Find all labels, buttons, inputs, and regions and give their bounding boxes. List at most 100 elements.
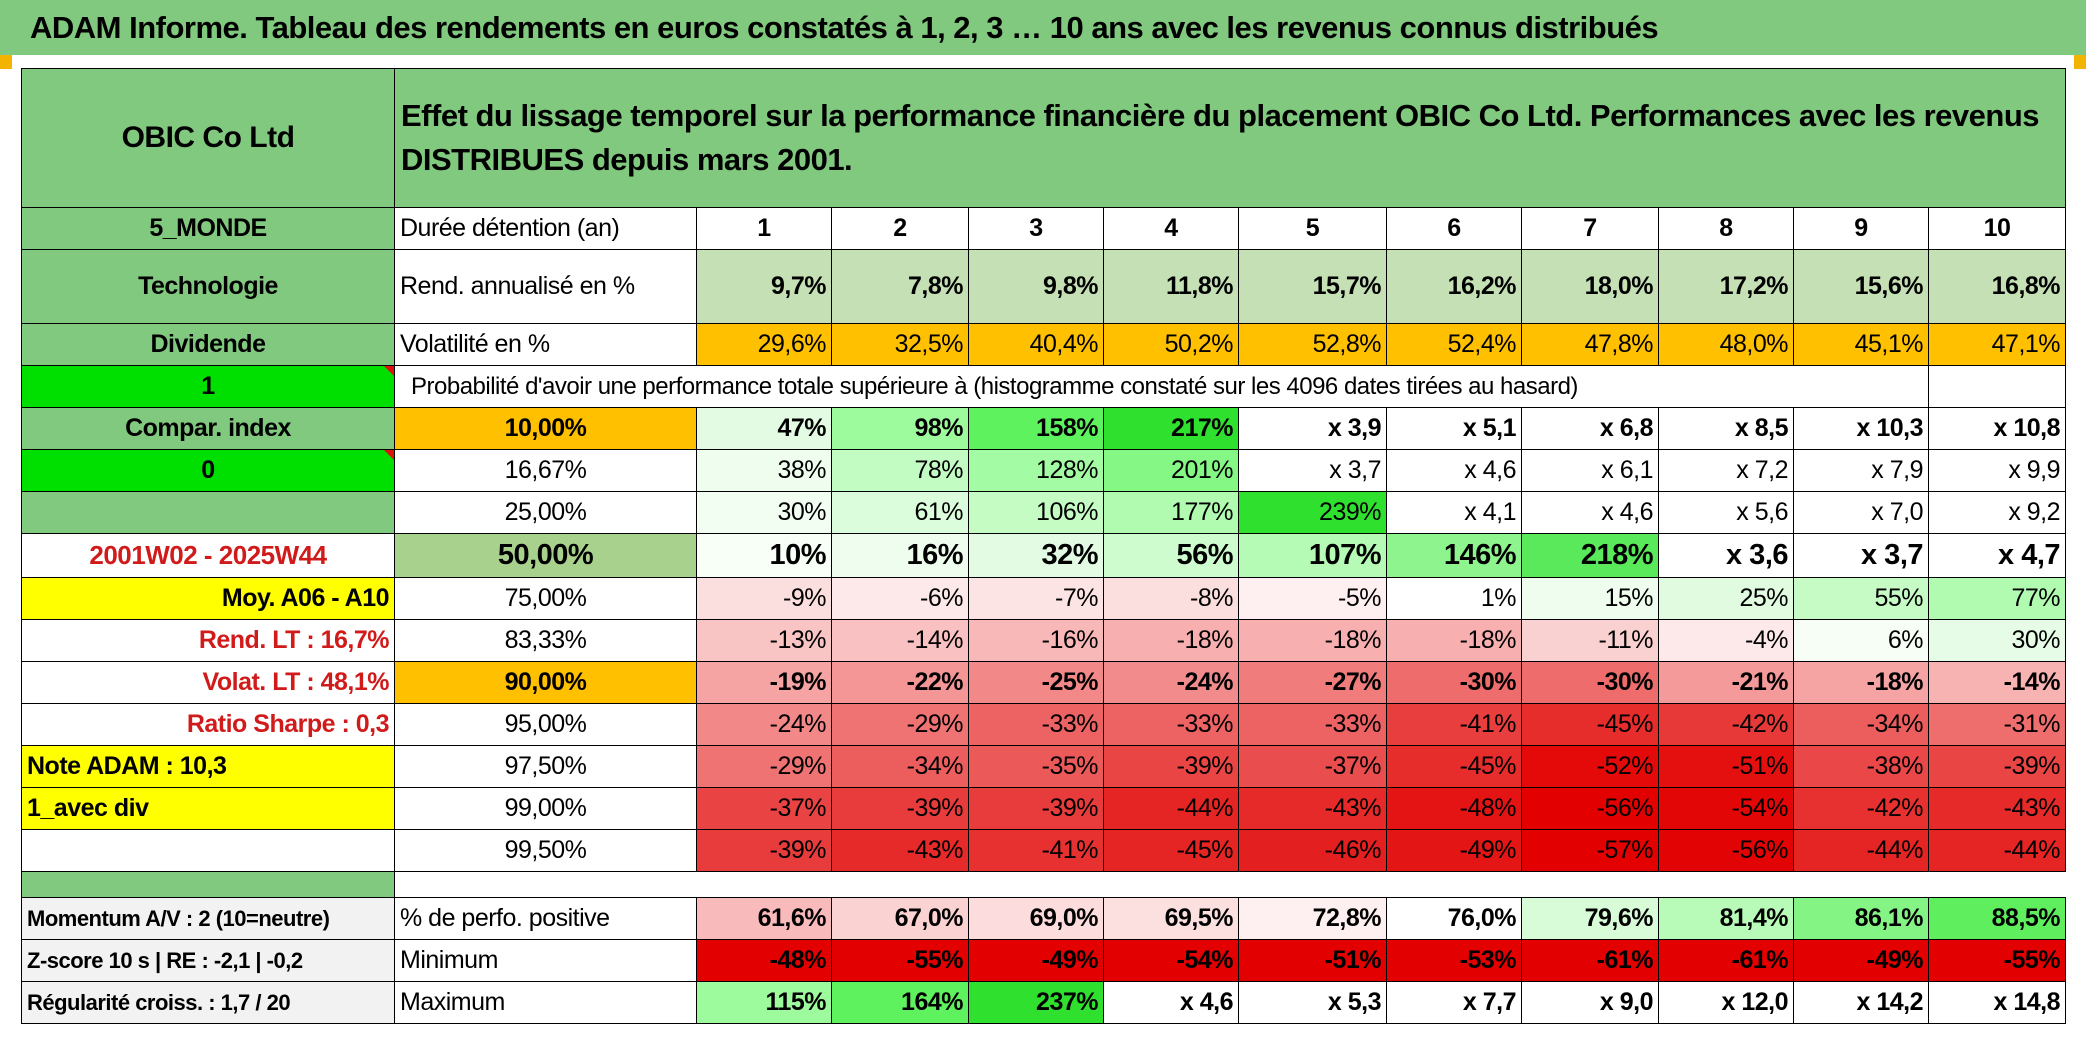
spacer-cell — [394, 871, 2066, 898]
probability-threshold: 16,67% — [394, 449, 697, 492]
prob-value: x 3,9 — [1238, 407, 1387, 450]
rend-value: 16,8% — [1927, 249, 2067, 324]
corner-marker — [2074, 55, 2086, 69]
avec-div-label: 1_avec div — [21, 787, 395, 830]
prob-value: -39% — [831, 787, 969, 830]
perf-pos-value: 69,0% — [968, 897, 1104, 940]
prob-value: -39% — [968, 787, 1104, 830]
prob-value: -31% — [1927, 703, 2067, 746]
prob-value: -43% — [1927, 787, 2067, 830]
year-header: 7 — [1521, 207, 1659, 250]
prob-value: -46% — [1238, 829, 1387, 872]
prob-value: -30% — [1521, 661, 1659, 704]
dividend-label: Dividende — [21, 323, 395, 366]
prob-value: -6% — [831, 577, 969, 620]
prob-value: x 5,1 — [1386, 407, 1522, 450]
perf-pos-value: 79,6% — [1521, 897, 1659, 940]
vol-value: 48,0% — [1658, 323, 1794, 366]
prob-value: x 4,6 — [1521, 491, 1659, 534]
prob-value: -33% — [968, 703, 1104, 746]
prob-value: -44% — [1793, 829, 1929, 872]
vol-value: 45,1% — [1793, 323, 1929, 366]
year-header: 4 — [1103, 207, 1239, 250]
prob-value: x 7,9 — [1793, 449, 1929, 492]
maximum-value: x 4,6 — [1103, 981, 1239, 1024]
prob-value: -7% — [968, 577, 1104, 620]
prob-value: x 4,7 — [1927, 533, 2067, 578]
prob-value: -18% — [1238, 619, 1387, 662]
prob-value: -9% — [696, 577, 832, 620]
rend-value: 15,7% — [1238, 249, 1387, 324]
prob-value: -16% — [968, 619, 1104, 662]
prob-value: 15% — [1521, 577, 1659, 620]
maximum-value: 115% — [696, 981, 832, 1024]
perf-pos-value: 61,6% — [696, 897, 832, 940]
prob-value: x 10,3 — [1793, 407, 1929, 450]
probability-threshold: 83,33% — [394, 619, 697, 662]
maximum-value: x 14,8 — [1927, 981, 2067, 1024]
moy-label: Moy. A06 - A10 — [21, 577, 395, 620]
prob-value: -42% — [1658, 703, 1794, 746]
vol-value: 47,8% — [1521, 323, 1659, 366]
prob-value: -34% — [1793, 703, 1929, 746]
prob-value: -38% — [1793, 745, 1929, 788]
note-adam: Note ADAM : 10,3 — [21, 745, 395, 788]
prob-value: -37% — [696, 787, 832, 830]
prob-value: 158% — [968, 407, 1104, 450]
prob-value: -13% — [696, 619, 832, 662]
zscore-label: Z-score 10 s | RE : -2,1 | -0,2 — [21, 939, 395, 982]
prob-value: -43% — [831, 829, 969, 872]
rend-value: 9,7% — [696, 249, 832, 324]
prob-value: 146% — [1386, 533, 1522, 578]
minimum-value: -53% — [1386, 939, 1522, 982]
empty-cell — [1927, 365, 2067, 408]
prob-value: -19% — [696, 661, 832, 704]
prob-value: x 8,5 — [1658, 407, 1794, 450]
spacer-cell — [21, 871, 395, 898]
prob-value: -27% — [1238, 661, 1387, 704]
prob-value: x 10,8 — [1927, 407, 2067, 450]
maximum-value: x 5,3 — [1238, 981, 1387, 1024]
prob-value: -48% — [1386, 787, 1522, 830]
prob-value: -44% — [1927, 829, 2067, 872]
prob-value: -39% — [1103, 745, 1239, 788]
header-row: OBIC Co Ltd Effet du lissage temporel sur… — [21, 68, 2067, 208]
prob-value: -45% — [1521, 703, 1659, 746]
duree-label: Durée détention (an) — [394, 207, 697, 250]
minimum-value: -55% — [831, 939, 969, 982]
prob-value: -41% — [1386, 703, 1522, 746]
prob-value: 106% — [968, 491, 1104, 534]
probability-threshold: 99,50% — [394, 829, 697, 872]
prob-value: -35% — [968, 745, 1104, 788]
rend-value: 16,2% — [1386, 249, 1522, 324]
minimum-value: -55% — [1927, 939, 2067, 982]
vol-value: 29,6% — [696, 323, 832, 366]
prob-value: -41% — [968, 829, 1104, 872]
maximum-value: 164% — [831, 981, 969, 1024]
rend-label: Rend. annualisé en % — [394, 249, 697, 324]
perf-pos-value: 67,0% — [831, 897, 969, 940]
minimum-value: -51% — [1238, 939, 1387, 982]
prob-value: x 7,0 — [1793, 491, 1929, 534]
maximum-row: Régularité croiss. : 1,7 / 20 Maximum 115%… — [21, 981, 2067, 1024]
prob-value: x 3,7 — [1238, 449, 1387, 492]
prob-value: 30% — [696, 491, 832, 534]
maximum-value: x 9,0 — [1521, 981, 1659, 1024]
probability-threshold: 99,00% — [394, 787, 697, 830]
prob-value: 30% — [1927, 619, 2067, 662]
years-row: 5_MONDE Durée détention (an) 1 2 3 4 5 6 7 8 9 10 — [21, 207, 2067, 250]
rend-value: 17,2% — [1658, 249, 1794, 324]
prob-value: -5% — [1238, 577, 1387, 620]
sector-label: Technologie — [21, 249, 395, 324]
prob-value: 239% — [1238, 491, 1387, 534]
vol-row: Dividende Volatilité en % 29,6% 32,5% 40,4% 5… — [21, 323, 2067, 366]
prob-value: 16% — [831, 533, 969, 578]
report-title: ADAM Informe. Tableau des rendements en … — [0, 0, 2086, 55]
prob-value: 47% — [696, 407, 832, 450]
perf-pos-value: 86,1% — [1793, 897, 1929, 940]
prob-value: 217% — [1103, 407, 1239, 450]
prob-value: -25% — [968, 661, 1104, 704]
prob-value: -21% — [1658, 661, 1794, 704]
probability-threshold: 95,00% — [394, 703, 697, 746]
probability-threshold: 10,00% — [394, 407, 697, 450]
